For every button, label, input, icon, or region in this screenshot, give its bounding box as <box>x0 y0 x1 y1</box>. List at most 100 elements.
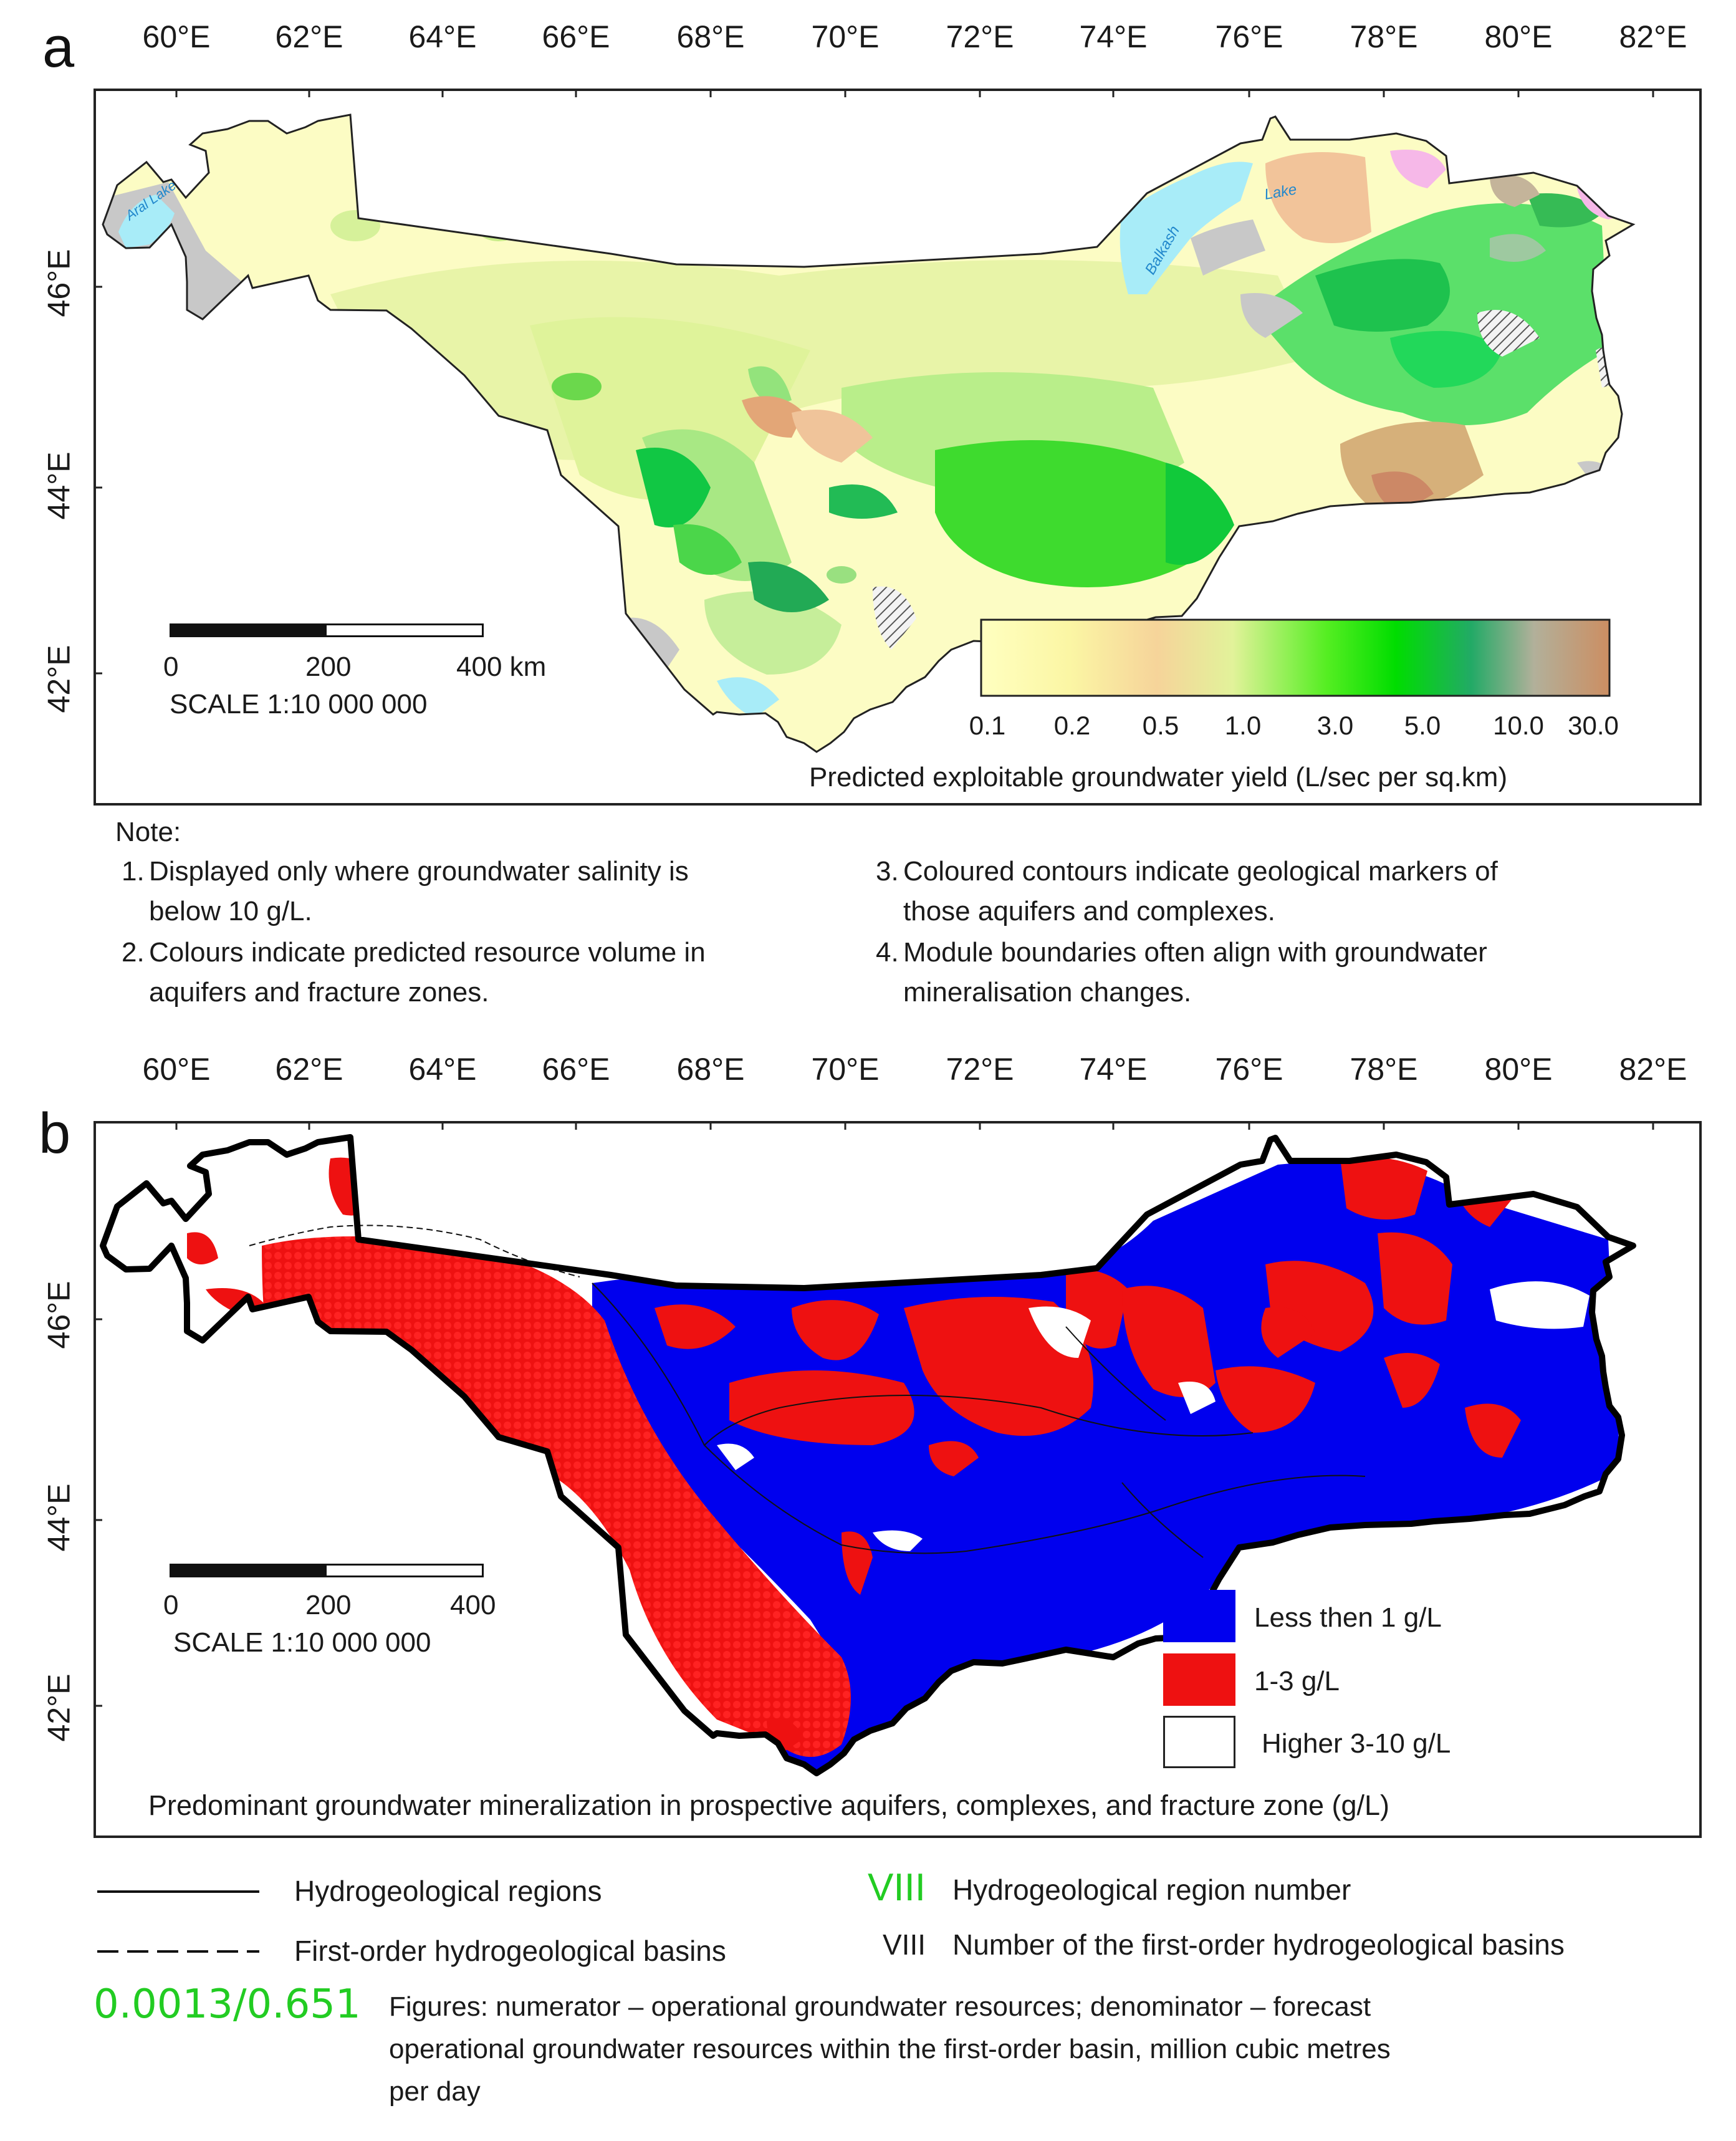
lon-label: 76°E <box>1215 19 1283 54</box>
white-zone <box>1029 1306 1091 1358</box>
red-zone <box>1261 1307 1315 1358</box>
colorbar-tick: 0.5 <box>1142 711 1179 740</box>
note-line: Module boundaries often align with groun… <box>903 937 1487 968</box>
red-zone <box>929 1441 979 1476</box>
lon-label: 76°E <box>1215 1052 1283 1087</box>
white-zone <box>1490 1281 1590 1329</box>
lon-label: 82°E <box>1619 19 1687 54</box>
lon-label: 60°E <box>142 1052 211 1087</box>
lon-label: 78°E <box>1350 19 1418 54</box>
white-zone <box>717 1443 754 1470</box>
legend-swatch-blue <box>1163 1590 1235 1642</box>
colorbar-tick: 3.0 <box>1316 711 1354 740</box>
note-num: 1. <box>122 856 145 887</box>
lon-label: 62°E <box>275 19 343 54</box>
lon-label: 74°E <box>1079 19 1148 54</box>
note-item: 1. Displayed only where groundwater salin… <box>122 852 870 931</box>
colorbar-tick: 0.1 <box>969 711 1006 740</box>
scale-tick: 0 <box>163 652 179 682</box>
red-zone <box>1216 1366 1315 1433</box>
scale-tick: 400 <box>450 1590 496 1620</box>
note-title: Note: <box>115 817 181 847</box>
legend-label: 1-3 g/L <box>1254 1666 1340 1696</box>
scale-tick: 200 <box>305 652 352 682</box>
note-line: those aquifers and complexes. <box>903 896 1275 926</box>
note-line: Displayed only where groundwater salinit… <box>149 856 689 887</box>
scale-text: SCALE 1:10 000 000 <box>173 1627 431 1658</box>
lon-label: 78°E <box>1350 1052 1418 1087</box>
red-zone <box>1384 1353 1440 1408</box>
colorbar-tick: 10.0 <box>1493 711 1544 740</box>
panel-b-title: Predominant groundwater mineralization i… <box>148 1789 1390 1821</box>
lat-label: 42°E <box>41 645 77 713</box>
lon-label: 60°E <box>142 19 211 54</box>
white-zone <box>873 1530 923 1551</box>
basin-number-symbol: VIII <box>883 1928 926 1961</box>
lon-label: 72°E <box>946 19 1014 54</box>
panel-a-letter: a <box>42 16 75 79</box>
red-zone <box>792 1300 879 1360</box>
fraction-description-line: per day <box>389 2076 481 2107</box>
lon-label: 82°E <box>1619 1052 1687 1087</box>
colorbar-tick: 1.0 <box>1224 711 1262 740</box>
fraction-description-line: Figures: numerator – operational groundw… <box>389 1991 1371 2022</box>
fraction-example: 0.0013/0.651 <box>94 1981 361 2028</box>
basins-line-symbol <box>97 1950 259 1953</box>
lon-label: 68°E <box>676 1052 745 1087</box>
yield-colorbar <box>980 618 1611 697</box>
scale-tick: 200 <box>305 1590 352 1620</box>
note-line: Coloured contours indicate geological ma… <box>903 856 1498 887</box>
lon-label: 72°E <box>946 1052 1014 1087</box>
colorbar-tick: 5.0 <box>1404 711 1441 740</box>
lon-label: 66°E <box>542 19 610 54</box>
scale-tick: 0 <box>163 1590 179 1620</box>
lat-label: 42°E <box>41 1673 77 1742</box>
note-item: 2. Colours indicate predicted resource vo… <box>122 933 870 1013</box>
red-zone <box>842 1531 873 1595</box>
lat-label: 44°E <box>41 1483 77 1552</box>
white-zone <box>1178 1382 1216 1414</box>
red-zone <box>1122 1286 1216 1397</box>
region-number-label: Hydrogeological region number <box>952 1874 1351 1906</box>
colorbar-title: Predicted exploitable groundwater yield … <box>809 762 1508 792</box>
panel-b-map <box>94 1121 1654 1776</box>
legend-basins-label: First-order hydrogeological basins <box>294 1935 726 1967</box>
lon-label: 68°E <box>676 19 745 54</box>
lon-label: 80°E <box>1484 1052 1553 1087</box>
red-zone <box>729 1370 914 1445</box>
regions-line-symbol <box>97 1890 259 1893</box>
scale-text: SCALE 1:10 000 000 <box>170 689 428 719</box>
lon-label: 64°E <box>408 1052 477 1087</box>
lat-label: 44°E <box>41 451 77 520</box>
note-line: aquifers and fracture zones. <box>149 977 489 1008</box>
red-zone <box>1378 1232 1452 1325</box>
note-line: below 10 g/L. <box>149 896 312 926</box>
note-num: 4. <box>876 937 899 968</box>
panel-b-country-outline <box>100 1134 1636 1776</box>
lat-label: 46°E <box>41 249 77 317</box>
basin-boundary-dashed <box>249 1224 580 1277</box>
legend-regions-label: Hydrogeological regions <box>294 1875 602 1907</box>
lon-label: 74°E <box>1079 1052 1148 1087</box>
panel-b-letter: b <box>39 1102 71 1165</box>
red-zone <box>1340 1157 1427 1220</box>
lat-label: 46°E <box>41 1281 77 1349</box>
panel-a-ticks <box>94 89 1654 675</box>
fraction-description-line: operational groundwater resources within… <box>389 2034 1391 2064</box>
lon-label: 70°E <box>811 1052 880 1087</box>
legend-label: Higher 3-10 g/L <box>1262 1728 1451 1759</box>
region-number-symbol: VIII <box>868 1866 926 1909</box>
basin-number-label: Number of the first-order hydrogeologica… <box>952 1928 1565 1961</box>
note-num: 2. <box>122 937 145 968</box>
note-line: Colours indicate predicted resource volu… <box>149 937 706 968</box>
lon-label: 66°E <box>542 1052 610 1087</box>
panel-b-ticks <box>94 1121 1654 1707</box>
lon-label: 64°E <box>408 19 477 54</box>
panel-a-scale-bar <box>170 623 484 637</box>
lon-label: 70°E <box>811 19 880 54</box>
scale-tick: 400 km <box>456 652 547 682</box>
note-line: mineralisation changes. <box>903 977 1192 1008</box>
region-boundaries <box>592 1282 1366 1558</box>
red-zone <box>1465 1403 1521 1458</box>
note-item: 3. Coloured contours indicate geological … <box>876 852 1686 931</box>
